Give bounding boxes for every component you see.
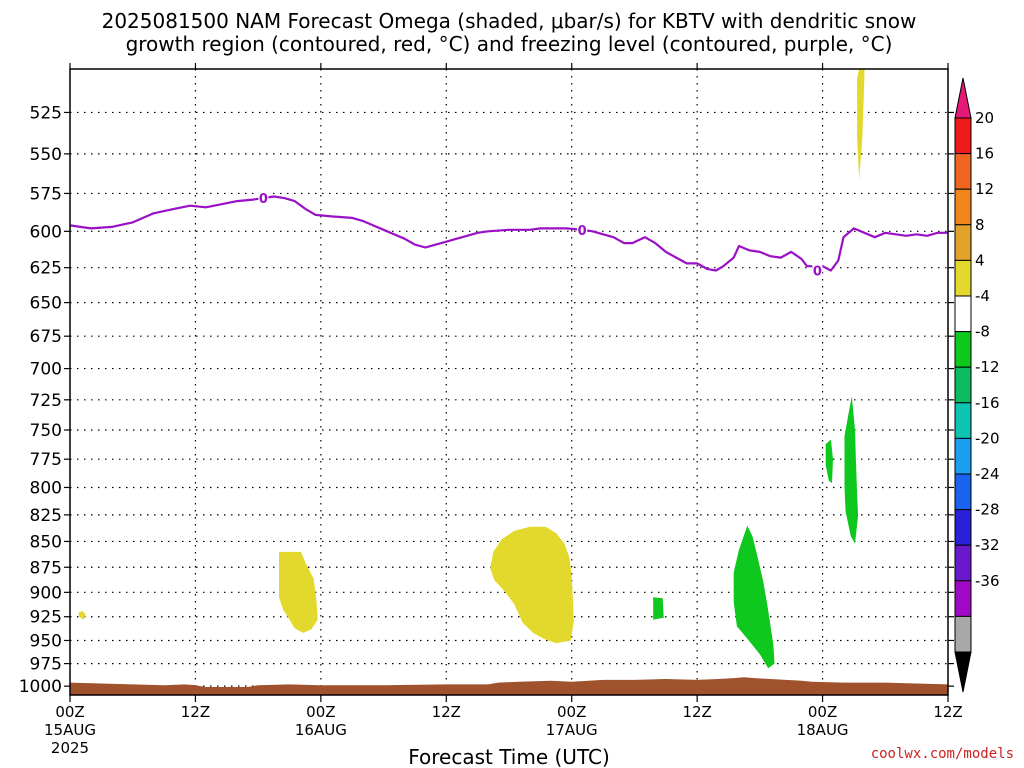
colorbar-segment-10 [954, 473, 972, 511]
colorbar-label-8: -16 [975, 394, 1000, 412]
xtick-label-5: 12Z [682, 703, 711, 721]
colorbar-segment-11 [954, 509, 972, 546]
colorbar-label-3: 8 [975, 216, 985, 234]
colorbar-segment-1 [954, 153, 972, 190]
colorbar-segment-6 [954, 331, 972, 368]
omega-region-6 [844, 396, 859, 544]
terrain-fill [70, 677, 948, 695]
ytick-label-600: 600 [30, 222, 62, 242]
chart-title: 2025081500 NAM Forecast Omega (shaded, μ… [102, 9, 917, 56]
ytick-label-700: 700 [30, 360, 62, 380]
colorbar-label-13: -36 [975, 572, 1000, 590]
ytick-label-650: 650 [30, 294, 62, 314]
ytick-label-750: 750 [30, 421, 62, 441]
xtick-year-0: 2025 [51, 739, 89, 757]
freezing-level-label-0: 0 [259, 192, 268, 207]
colorbar-segment-13 [954, 580, 972, 617]
colorbar-label-4: 4 [975, 251, 985, 269]
colorbar-label-5: -4 [975, 287, 990, 305]
colorbar-bottom-arrow [954, 651, 972, 693]
xtick-date-4: 17AUG [546, 721, 598, 739]
xtick-label-0: 00Z [55, 703, 84, 721]
colorbar-label-2: 12 [975, 180, 994, 198]
ytick-label-525: 525 [30, 103, 62, 123]
xtick-label-6: 00Z [808, 703, 837, 721]
colorbar-segment-12 [954, 544, 972, 582]
omega-region-1 [78, 610, 86, 620]
xtick-label-2: 00Z [306, 703, 335, 721]
xtick-date-2: 16AUG [295, 721, 347, 739]
ytick-label-925: 925 [30, 608, 62, 628]
omega-region-3 [490, 526, 574, 644]
omega-shaded-regions [78, 69, 865, 669]
colorbar-segment-3 [954, 224, 972, 261]
xtick-date-0: 15AUG [44, 721, 96, 739]
colorbar-segment-5 [954, 295, 972, 333]
contour-label-bg-0 [258, 191, 269, 206]
omega-colorbar: 20 16 12 8 4 -4 -8 -12 -16 -20 -24 -28 -32 -36 [954, 77, 1000, 693]
ytick-label-675: 675 [30, 327, 62, 347]
colorbar-segment-8 [954, 402, 972, 439]
ytick-label-875: 875 [30, 558, 62, 578]
colorbar-label-6: -8 [975, 323, 990, 341]
freezing-level-contour: 0 0 0 [69, 191, 948, 280]
x-axis-label: Forecast Time (UTC) [408, 745, 610, 768]
omega-region-7 [825, 439, 833, 483]
omega-region-0 [857, 69, 865, 180]
ytick-label-1000: 1000 [19, 677, 62, 697]
xtick-label-4: 00Z [557, 703, 586, 721]
colorbar-segment-14 [954, 615, 972, 653]
omega-region-5 [733, 525, 775, 669]
omega-region-2 [279, 551, 318, 633]
title-line-1: growth region (contoured, red, °C) and f… [126, 32, 893, 56]
plot-frame [69, 68, 949, 696]
xtick-date-6: 18AUG [797, 721, 849, 739]
colorbar-segment-4 [954, 259, 972, 297]
freezing-level-label-1: 0 [578, 224, 587, 239]
colorbar-label-9: -20 [975, 429, 1000, 447]
colorbar-label-1: 16 [975, 145, 994, 163]
xtick-label-1: 12Z [181, 703, 210, 721]
colorbar-label-7: -12 [975, 358, 1000, 376]
ytick-label-725: 725 [30, 391, 62, 411]
y-axis-ticks: 525 550 575 600 625 650 675 700 725 750 775 800 825 8… [19, 103, 954, 697]
ytick-label-900: 900 [30, 583, 62, 603]
colorbar-segment-0 [954, 117, 972, 155]
colorbar-segment-2 [954, 188, 972, 226]
ytick-label-575: 575 [30, 184, 62, 204]
xtick-label-3: 12Z [432, 703, 461, 721]
credit-text: coolwx.com/models [871, 746, 1014, 762]
freezing-level-label-2: 0 [813, 265, 822, 280]
ytick-label-550: 550 [30, 145, 62, 165]
ytick-label-975: 975 [30, 655, 62, 675]
ytick-label-825: 825 [30, 506, 62, 526]
colorbar-top-arrow [954, 77, 972, 119]
title-line-0: 2025081500 NAM Forecast Omega (shaded, μ… [102, 9, 917, 33]
omega-region-4 [653, 597, 664, 620]
contour-label-bg-2 [812, 263, 823, 278]
colorbar-label-10: -24 [975, 465, 1000, 483]
plot-background [70, 69, 948, 695]
colorbar-segment-7 [954, 366, 972, 404]
colorbar-label-0: 20 [975, 109, 994, 127]
ytick-label-625: 625 [30, 259, 62, 279]
xtick-label-7: 12Z [933, 703, 962, 721]
ytick-label-775: 775 [30, 450, 62, 470]
plot-area [70, 69, 948, 695]
ytick-label-800: 800 [30, 478, 62, 498]
contour-label-bg-1 [577, 222, 588, 237]
ytick-label-950: 950 [30, 631, 62, 651]
terrain-polygon [70, 677, 948, 695]
colorbar-label-12: -32 [975, 536, 1000, 554]
colorbar-segment-9 [954, 437, 972, 475]
colorbar-label-11: -28 [975, 501, 1000, 519]
plot-border [69, 68, 949, 696]
ytick-label-850: 850 [30, 532, 62, 552]
